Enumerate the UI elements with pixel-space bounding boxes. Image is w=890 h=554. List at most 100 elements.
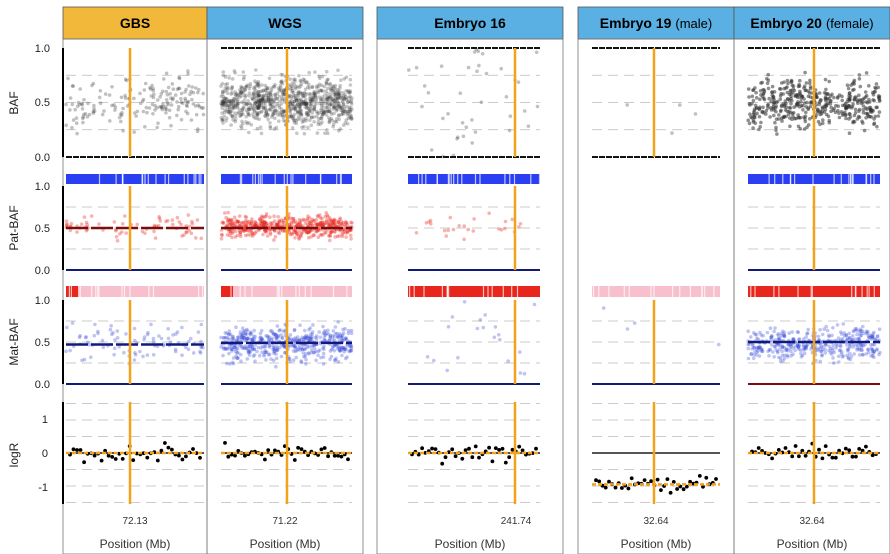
mat-baf-point (756, 346, 761, 350)
baf-point (255, 82, 260, 86)
mat-baf-point (834, 346, 838, 350)
logr-point (440, 461, 445, 466)
baf-point (271, 98, 276, 102)
mat-baf-point (806, 342, 810, 347)
pat-baf-point (253, 223, 257, 227)
baf-point (291, 93, 296, 98)
baf-point (292, 99, 297, 104)
mat-baf-point (239, 336, 244, 340)
mat-baf-point (752, 346, 756, 350)
position-label-embryo19: 32.64 (643, 516, 668, 527)
mat-baf-point (343, 337, 347, 342)
baf-point (164, 89, 169, 94)
pat-baf-point (295, 223, 299, 228)
baf-point (343, 121, 348, 125)
baf-point (298, 78, 303, 83)
position-label-gbs: 72.13 (122, 516, 147, 527)
baf-point (226, 86, 230, 90)
baf-point (227, 107, 232, 112)
baf-point (223, 82, 228, 87)
baf-point (347, 95, 351, 100)
baf-point (312, 106, 317, 111)
baf-point (243, 95, 247, 100)
baf-point (190, 85, 195, 89)
baf-point (458, 91, 463, 95)
baf-point (341, 112, 345, 116)
baf-point (184, 109, 188, 114)
mat-baf-point (146, 330, 150, 335)
baf-point (678, 103, 682, 107)
mat-baf-point (755, 350, 759, 355)
baf-point (344, 97, 349, 102)
baf-point (325, 103, 330, 107)
mat-baf-point (331, 345, 335, 350)
baf-point (221, 98, 226, 102)
baf-point (322, 110, 327, 115)
baf-point (296, 97, 301, 101)
baf-point (803, 119, 808, 124)
mat-baf-point (229, 349, 234, 353)
baf-point (534, 50, 539, 55)
baf-point (254, 88, 258, 93)
baf-point (429, 148, 434, 152)
baf-point (293, 93, 298, 98)
baf-point (317, 117, 321, 121)
baf-point (267, 99, 272, 104)
baf-point (280, 73, 285, 77)
pat-baf-strip-tick (450, 174, 452, 184)
baf-point (238, 91, 243, 95)
pat-baf-point (314, 229, 318, 234)
mat-baf-point (776, 343, 781, 348)
baf-point (230, 115, 235, 119)
mat-baf-point (769, 338, 773, 342)
baf-point (264, 98, 269, 102)
baf-point (349, 106, 353, 110)
baf-point (269, 92, 273, 97)
baf-point (316, 90, 320, 95)
pat-baf-point (277, 231, 282, 236)
baf-point (227, 76, 231, 80)
mat-baf-point (237, 343, 242, 348)
baf-point (484, 71, 489, 76)
baf-point (260, 94, 264, 98)
pat-baf-point (247, 229, 252, 233)
logr-point (756, 446, 761, 450)
mat-baf-point (851, 345, 855, 349)
pat-baf-point (277, 219, 282, 223)
baf-point (153, 104, 157, 108)
baf-point (847, 117, 851, 121)
baf-point (441, 116, 445, 121)
baf-point (175, 87, 180, 92)
mat-baf-point (246, 344, 251, 349)
baf-point (176, 104, 181, 109)
pat-baf-point (238, 232, 243, 237)
baf-point (264, 88, 268, 93)
mat-baf-point (827, 348, 831, 353)
logr-point (684, 484, 689, 489)
pat-baf-point (226, 218, 230, 222)
baf-point (164, 111, 168, 115)
baf-point (304, 101, 309, 106)
mat-baf-point (248, 349, 253, 354)
baf-point (790, 117, 794, 122)
mat-baf-point (196, 330, 201, 334)
pat-baf-point (293, 229, 298, 233)
mat-baf-point (824, 343, 829, 347)
baf-point (223, 96, 228, 101)
mat-baf-point (816, 334, 821, 339)
baf-point (312, 93, 316, 97)
baf-point (237, 110, 241, 115)
mat-baf-point (343, 336, 348, 341)
baf-point (282, 92, 287, 97)
baf-point (326, 77, 330, 82)
baf-point (324, 80, 329, 84)
pat-baf-point (221, 220, 226, 225)
pat-baf-point (338, 229, 342, 233)
mat-baf-point (845, 349, 850, 353)
baf-point (233, 103, 237, 108)
baf-point (257, 101, 262, 106)
baf-point (242, 99, 246, 103)
mat-baf-point (785, 353, 790, 358)
pat-baf-strip-tick (168, 174, 170, 184)
mat-baf-point (325, 331, 329, 336)
